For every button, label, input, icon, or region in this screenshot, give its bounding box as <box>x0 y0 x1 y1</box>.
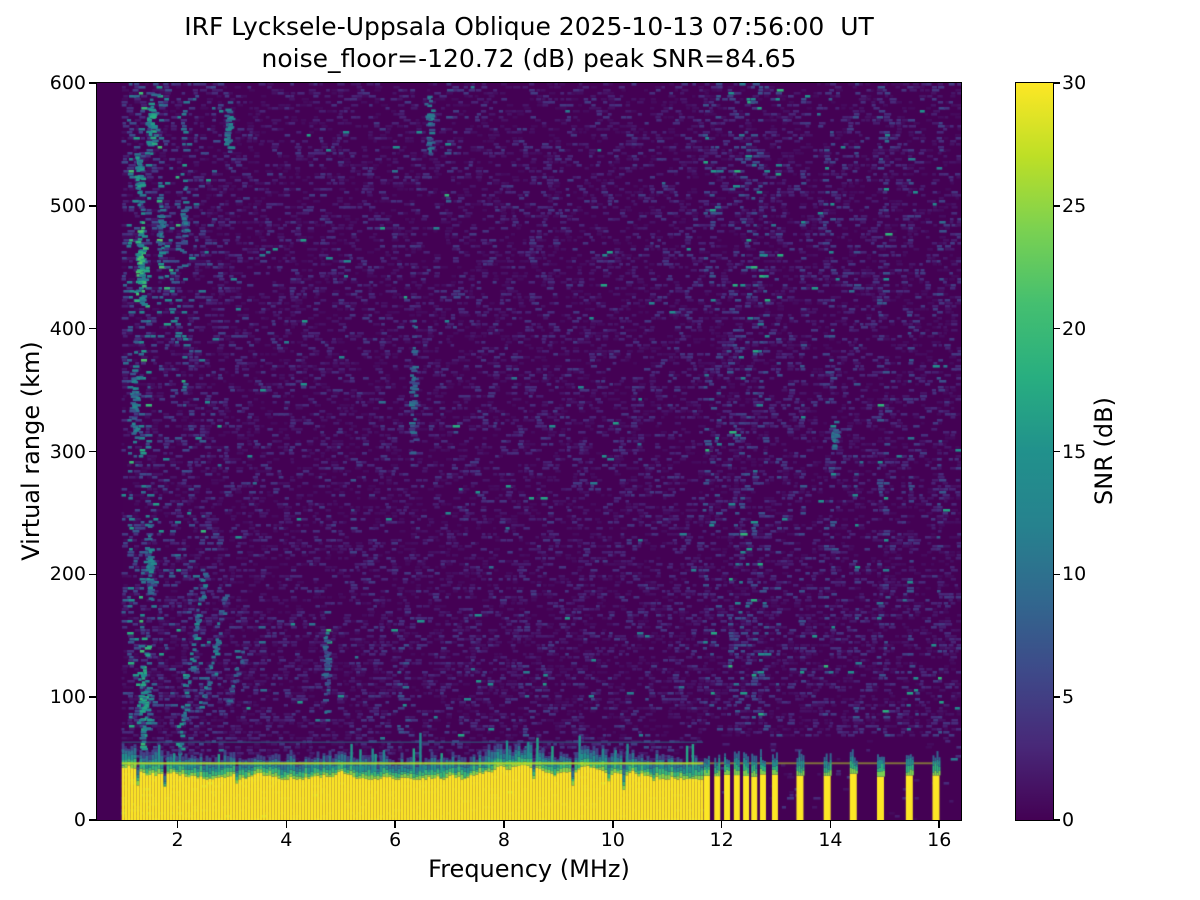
y-tick-mark <box>89 819 96 821</box>
x-tick-label: 16 <box>927 829 952 851</box>
colorbar-tick-label: 25 <box>1062 194 1087 217</box>
colorbar <box>1015 82 1054 821</box>
colorbar-tick-label: 5 <box>1062 686 1075 709</box>
x-tick-label: 14 <box>818 829 843 851</box>
figure-title: IRF Lycksele-Uppsala Oblique 2025-10-13 … <box>184 12 874 41</box>
x-tick-mark <box>938 821 941 828</box>
y-tick-label: 600 <box>49 72 86 94</box>
x-tick-mark <box>611 821 614 828</box>
colorbar-label: SNR (dB) <box>1090 397 1118 505</box>
x-tick-label: 4 <box>280 829 293 851</box>
x-tick-mark <box>829 821 832 828</box>
colorbar-tick-label: 30 <box>1062 72 1087 94</box>
y-tick-label: 500 <box>49 194 86 217</box>
colorbar-tick-label: 10 <box>1062 563 1087 586</box>
x-tick-mark <box>720 821 723 828</box>
figure-subtitle: noise_floor=-120.72 (dB) peak SNR=84.65 <box>261 44 797 73</box>
y-tick-label: 0 <box>73 809 86 831</box>
x-tick-label: 12 <box>709 829 734 851</box>
x-axis-label: Frequency (MHz) <box>428 855 630 883</box>
y-tick-label: 400 <box>49 317 86 340</box>
colorbar-tick-label: 0 <box>1062 809 1075 831</box>
colorbar-tick-mark <box>1054 205 1060 207</box>
y-tick-label: 100 <box>49 686 86 709</box>
x-tick-label: 2 <box>171 829 184 851</box>
y-tick-label: 200 <box>49 563 86 586</box>
y-tick-label: 300 <box>49 440 86 463</box>
colorbar-tick-mark <box>1054 696 1060 698</box>
y-tick-mark <box>89 327 96 330</box>
y-tick-mark <box>89 205 96 207</box>
x-tick-label: 8 <box>497 829 511 851</box>
x-tick-mark <box>503 821 505 828</box>
colorbar-tick-mark <box>1054 327 1060 330</box>
colorbar-tick-label: 20 <box>1062 317 1087 340</box>
x-tick-mark <box>285 821 288 828</box>
x-tick-label: 10 <box>600 829 625 851</box>
y-tick-mark <box>89 450 96 453</box>
colorbar-tick-mark <box>1054 573 1060 576</box>
x-tick-mark <box>394 821 396 828</box>
ionogram-heatmap <box>97 83 961 820</box>
y-tick-mark <box>89 696 96 698</box>
colorbar-tick-label: 15 <box>1062 440 1087 463</box>
y-tick-mark <box>89 573 96 576</box>
y-tick-mark <box>89 82 96 84</box>
colorbar-tick-mark <box>1054 450 1060 453</box>
colorbar-tick-mark <box>1054 819 1060 821</box>
x-tick-label: 6 <box>389 829 402 851</box>
x-tick-mark <box>176 821 179 828</box>
colorbar-tick-mark <box>1054 82 1060 84</box>
